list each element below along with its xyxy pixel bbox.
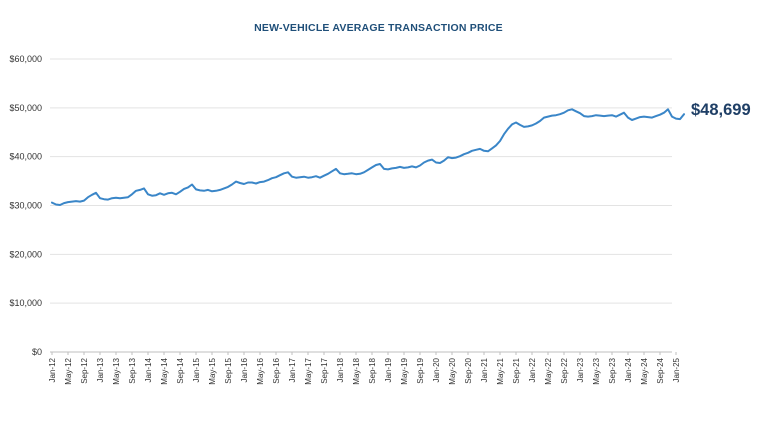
x-tick-label: May-23 [592, 357, 601, 384]
x-tick-label: Sep-13 [128, 357, 137, 383]
y-tick-label: $60,000 [9, 54, 42, 64]
x-tick-label: Sep-23 [608, 357, 617, 383]
y-axis-tick-labels: $0 $10,000 $20,000 $30,000 $40,000 $50,000 $60… [9, 54, 42, 357]
x-tick-label: Sep-17 [320, 357, 329, 383]
x-tick-label: Jan-14 [144, 357, 153, 382]
x-tick-label: May-17 [304, 357, 313, 384]
x-tick-label: May-21 [496, 357, 505, 384]
y-tick-label: $10,000 [9, 298, 42, 308]
x-tick-label: May-19 [400, 357, 409, 384]
y-tick-label: $0 [32, 347, 42, 357]
x-tick-label: May-16 [256, 357, 265, 384]
x-tick-label: Jan-12 [48, 357, 57, 382]
chart-title: NEW-VEHICLE AVERAGE TRANSACTION PRICE [254, 22, 503, 34]
series-line [51, 108, 685, 206]
latest-value-callout: $48,699 [691, 101, 751, 119]
x-tick-label: May-24 [640, 357, 649, 384]
x-tick-label: Sep-12 [80, 357, 89, 383]
x-tick-label: May-14 [160, 357, 169, 384]
series-layer [51, 108, 685, 206]
x-tick-label: Sep-20 [464, 357, 473, 383]
x-tick-label: Jan-15 [192, 357, 201, 382]
x-tick-label: May-15 [208, 357, 217, 384]
x-tick-label: Sep-14 [176, 357, 185, 383]
x-tick-label: Sep-16 [272, 357, 281, 383]
x-tick-label: Jan-21 [480, 357, 489, 382]
y-tick-label: $40,000 [9, 152, 42, 162]
x-tick-label: May-18 [352, 357, 361, 384]
x-tick-label: May-12 [64, 357, 73, 384]
y-tick-label: $30,000 [9, 201, 42, 211]
x-tick-label: Jan-22 [528, 357, 537, 382]
x-tick-label: Jan-19 [384, 357, 393, 382]
gridlines [50, 58, 672, 353]
x-tick-label: Jan-24 [624, 357, 633, 382]
x-tick-label: May-22 [544, 357, 553, 384]
x-tick-label: Jan-13 [96, 357, 105, 382]
x-tick-label: Jan-20 [432, 357, 441, 382]
x-tick-label: Sep-15 [224, 357, 233, 383]
x-tick-label: Jan-23 [576, 357, 585, 382]
x-tick-label: Sep-22 [560, 357, 569, 383]
x-tick-label: May-20 [448, 357, 457, 384]
x-tick-label: Sep-24 [656, 357, 665, 383]
x-tick-label: Jan-18 [336, 357, 345, 382]
x-tick-label: Sep-19 [416, 357, 425, 383]
x-tick-label: May-13 [112, 357, 121, 384]
x-tick-label: Sep-18 [368, 357, 377, 383]
y-tick-label: $20,000 [9, 249, 42, 259]
x-tick-label: Jan-25 [672, 357, 681, 382]
x-tick-label: Jan-16 [240, 357, 249, 382]
x-tick-label: Jan-17 [288, 357, 297, 382]
y-tick-label: $50,000 [9, 103, 42, 113]
x-axis-tick-labels: Jan-12 May-12 Sep-12 Jan-13 May-13 Sep-13 Jan-… [48, 352, 681, 385]
x-tick-label: Sep-21 [512, 357, 521, 383]
